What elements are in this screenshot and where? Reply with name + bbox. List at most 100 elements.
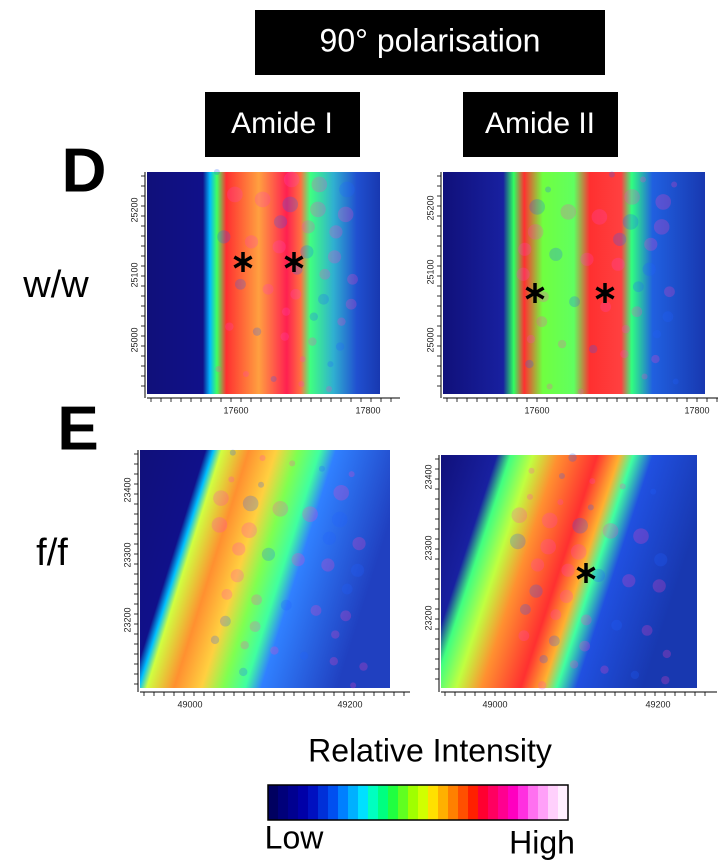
heatmap-texture [310,605,322,616]
heatmap-texture [654,553,668,567]
heatmap-texture [545,186,552,193]
heatmap-texture [536,316,548,328]
x-tick-label: 49000 [177,699,202,709]
heatmap-texture [671,181,678,188]
heatmap-texture [350,682,357,689]
heatmap-texture [559,589,574,603]
heatmap-texture [528,467,535,474]
heatmap-texture [641,373,648,380]
heatmap-texture [550,609,562,621]
colorbar-swatch [498,785,509,820]
heatmap-texture [561,563,575,577]
heatmap-texture [529,199,545,215]
colorbar-swatch [478,785,489,820]
heatmap-texture [337,206,354,223]
heatmap-texture [345,298,357,310]
heatmap-texture [249,621,261,632]
heatmap-texture [221,589,233,600]
row-letter: E [57,394,98,463]
heatmap-texture [244,235,259,249]
heatmap-texture [217,230,231,244]
row-label: w/w [22,264,89,306]
heatmap-texture [613,232,627,246]
heatmap-texture [229,449,236,456]
heatmap-texture [548,635,560,647]
row-letter: D [62,136,107,205]
heatmap-texture [608,171,615,178]
heatmap-texture [662,649,672,659]
heatmap-texture [539,655,548,664]
colorbar-swatch [298,785,309,820]
heatmap-texture [289,460,296,467]
heatmap-texture [580,252,594,266]
heatmap-texture [211,517,228,533]
colorbar-swatch [438,785,449,820]
heatmap-texture [652,579,666,593]
heatmap-texture [549,247,563,261]
y-tick-label: 25000 [129,327,139,352]
heatmap-texture [611,619,623,631]
heatmap-texture [579,640,591,652]
heatmap-texture [640,176,647,183]
heatmap-texture [632,281,644,293]
heatmap-texture [329,225,343,239]
x-tick-label: 17800 [684,405,709,415]
heatmap-texture [650,488,657,495]
heatmap-texture [299,651,309,661]
colorbar-high: High [509,824,575,860]
heatmap-texture [321,558,335,572]
y-tick-label: 23300 [122,542,132,567]
heatmap-texture [591,209,608,225]
heatmap-texture [254,191,271,208]
heatmap-texture [318,465,325,472]
heatmap-texture [235,278,246,290]
heatmap-texture [341,583,353,595]
x-tick-label: 17800 [355,405,380,415]
heatmap-texture [557,339,567,349]
heatmap-texture [291,553,305,567]
heatmap-texture [239,667,248,677]
heatmap-texture [652,329,662,339]
colorbar-frame [267,784,569,821]
asterisk [284,255,304,269]
heatmap-texture [283,171,300,188]
heatmap-texture [350,563,365,577]
heatmap-texture [580,614,592,626]
colorbar-swatch [398,785,409,820]
x-tick-label: 17600 [223,405,248,415]
heatmap-texture [541,512,558,529]
heatmap-texture [352,536,366,551]
colorbar-swatch [358,785,369,820]
y-tick-label: 23300 [423,535,433,560]
colorbar-swatch [388,785,399,820]
colorbar-swatch [538,785,549,820]
heatmap-texture [577,388,584,395]
heatmap-texture [331,630,340,639]
heatmap-texture [526,493,533,500]
x-tick-label: 49200 [645,699,670,709]
colorbar-swatch [328,785,339,820]
heatmap-texture [619,483,626,490]
heatmap-texture [213,169,220,175]
colorbar-title: Relative Intensity [308,732,552,768]
heatmap-texture [570,544,587,560]
header: 90° polarisation [320,22,541,58]
heatmap-texture [591,568,606,583]
colorbar-swatch [518,785,529,820]
colorbar-swatch [378,785,389,820]
heatmap-texture [620,349,629,359]
heatmap-texture [662,311,674,323]
colorbar-swatch [288,785,299,820]
heatmap-texture [587,504,594,511]
colorbar-swatch [458,785,469,820]
heatmap-texture [516,267,530,281]
y-tick-label: 23200 [122,607,132,632]
heatmap-texture [348,471,355,478]
heatmap-texture [327,361,334,368]
heatmap-texture [339,181,355,198]
asterisk [595,286,615,300]
heatmap [441,455,697,688]
heatmap-texture [318,293,329,305]
heatmap-texture [331,511,348,528]
